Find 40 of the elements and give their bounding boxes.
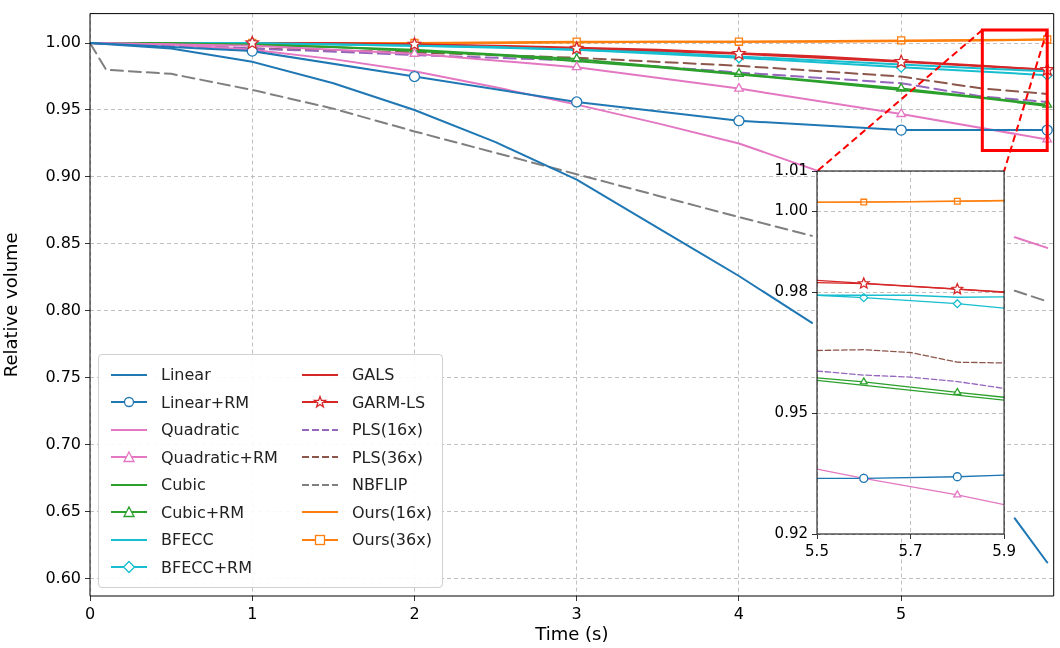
x-tick-label: 2	[409, 603, 420, 623]
y-tick-label: 0.95	[774, 402, 808, 421]
legend-label: Cubic+RM	[161, 502, 245, 522]
y-tick-label: 1.00	[774, 201, 808, 220]
legend-label: NBFLIP	[351, 475, 408, 495]
legend-label: Linear	[161, 365, 211, 385]
y-axis-title: Relative volume	[0, 232, 22, 378]
legend-label: PLS(36x)	[351, 447, 423, 467]
y-tick-label: 0.85	[45, 233, 81, 253]
legend-label: Ours(16x)	[351, 502, 432, 522]
legend-label: Quadratic+RM	[161, 447, 278, 467]
y-tick-label: 1.00	[45, 32, 81, 52]
y-tick-label: 0.70	[45, 433, 81, 453]
x-tick-label: 1	[247, 603, 258, 623]
y-tick-label: 1.01	[774, 160, 808, 179]
y-tick-label: 0.92	[774, 523, 808, 542]
y-tick-label: 0.98	[774, 281, 808, 300]
legend-label: BFECC+RM	[161, 557, 252, 577]
x-tick-label: 4	[733, 603, 745, 623]
x-tick-label: 5.5	[805, 541, 829, 560]
y-tick-label: 0.90	[45, 166, 81, 186]
y-tick-label: 0.80	[45, 299, 81, 319]
x-tick-label: 5	[896, 603, 907, 623]
y-tick-label: 0.65	[45, 500, 81, 520]
y-tick-label: 0.75	[45, 366, 81, 386]
x-axis-title: Time (s)	[534, 622, 609, 644]
legend-label: Quadratic	[161, 420, 240, 440]
x-tick-label: 5.9	[992, 541, 1016, 560]
legend-label: Cubic	[161, 475, 206, 495]
legend-label: GALS	[351, 365, 395, 385]
y-tick-label: 0.95	[45, 99, 81, 119]
x-tick-label: 0	[84, 603, 96, 623]
legend-label: Ours(36x)	[351, 530, 432, 550]
x-tick-label: 3	[571, 603, 582, 623]
legend-label: PLS(16x)	[351, 420, 423, 440]
y-tick-label: 0.60	[45, 567, 81, 587]
legend-label: BFECC	[161, 530, 214, 550]
legend-label: Linear+RM	[161, 392, 250, 412]
legend-label: GARM-LS	[351, 392, 426, 412]
x-tick-label: 5.7	[898, 541, 923, 560]
